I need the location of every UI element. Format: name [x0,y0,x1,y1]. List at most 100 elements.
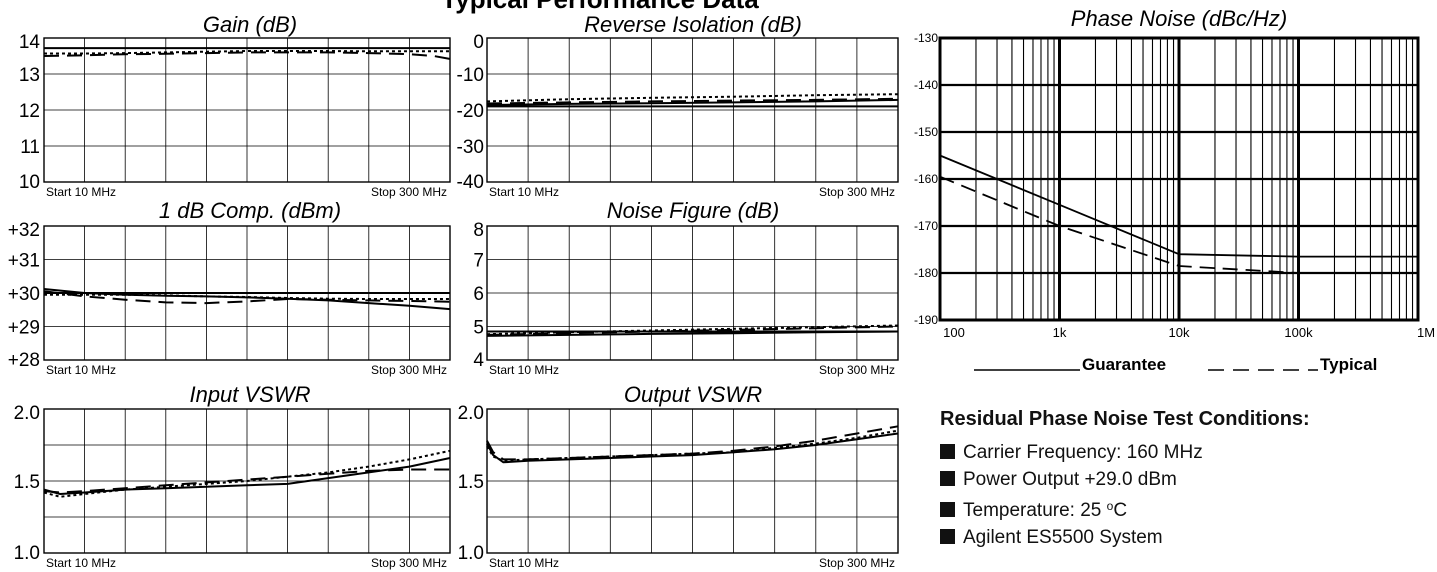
y-tick-label: -20 [457,101,484,122]
chart-title: 1 dB Comp. (dBm) [159,198,341,223]
y-tick-label: 1.5 [14,472,40,493]
chart-grid [44,409,450,553]
y-tick-label: 6 [473,284,484,305]
plot-frame [486,37,899,183]
y-tick-label: 7 [473,251,484,272]
x-stop-label: Stop 300 MHz [371,556,447,570]
y-tick-label: 8 [473,220,484,241]
y-tick-label: 2.0 [458,403,484,424]
chart-title: Gain (dB) [203,12,297,37]
y-tick-label: 4 [473,350,484,371]
y-tick-label: -40 [457,172,484,193]
x-tick-label: 1M [1417,325,1435,340]
plot-frame [486,408,899,554]
condition-item: Agilent ES5500 System [940,524,1430,551]
series-line-dotted [486,324,899,336]
series-line-solid [486,330,899,337]
chart-title: Reverse Isolation (dB) [584,12,802,37]
chart-grid [44,38,450,182]
y-tick-label: 5 [473,318,484,339]
x-stop-label: Stop 300 MHz [371,185,447,199]
series-line-solid [486,432,899,464]
x-tick-label: 100 [943,325,965,340]
x-start-label: Start 10 MHz [46,556,116,570]
chart-grid [487,38,898,182]
degree-superscript: o [1106,499,1114,513]
x-tick-label: 10k [1169,325,1190,340]
plot-frame [486,225,899,361]
square-bullet-icon [940,471,955,486]
chart-title: Output VSWR [624,382,762,407]
y-tick-label: -30 [457,137,484,158]
series-line-dashed [43,51,451,60]
chart-grid [487,226,898,360]
y-tick-label: 1.5 [458,472,484,493]
condition-item: Power Output +29.0 dBm [940,466,1430,493]
phase-noise-legend: Guarantee Typical [974,355,1377,374]
y-tick-label: -10 [457,65,484,86]
condition-text: Agilent ES5500 System [963,527,1163,548]
legend-guarantee-label: Guarantee [1082,355,1166,374]
plot-frame [43,408,451,554]
y-tick-label: 14 [19,32,41,53]
page-title: Typical Performance Data [441,0,759,14]
y-tick-label: -180 [914,266,938,280]
y-tick-label: +28 [8,350,40,371]
legend-typical-label: Typical [1320,355,1377,374]
square-bullet-icon [940,529,955,544]
y-tick-label: -140 [914,78,938,92]
y-tick-label: -130 [914,31,938,45]
y-tick-label: +31 [8,251,40,272]
chart-noise-figure: Noise Figure (dB) 4 5 6 7 8 Start 10 MHz Stop 3… [473,198,899,377]
series-line-solid [486,98,899,106]
x-stop-label: Stop 300 MHz [819,185,895,199]
chart-reverse-isolation: Reverse Isolation (dB) -40 -30 -20 -10 0 Start… [457,12,899,199]
x-tick-label: 1k [1053,325,1067,340]
y-tick-label: -170 [914,219,938,233]
chart-gain: Gain (dB) 10 11 12 13 14 Start 10 MHz Stop 300 … [19,12,451,199]
series-line-dashed [939,175,1418,274]
condition-text: Temperature: 25 [963,500,1107,521]
y-tick-label: 0 [473,32,484,53]
x-stop-label: Stop 300 MHz [819,363,895,377]
chart-grid [940,38,1418,320]
y-tick-label: +30 [8,284,40,305]
test-conditions-panel: Residual Phase Noise Test Conditions: Ca… [940,408,1430,551]
x-start-label: Start 10 MHz [46,185,116,199]
series-line-dotted [43,449,451,498]
y-tick-label: 12 [19,101,40,122]
chart-title: Input VSWR [189,382,310,407]
condition-text: Power Output +29.0 dBm [963,469,1177,490]
square-bullet-icon [940,502,955,517]
series-line-dotted [44,293,450,300]
chart-comp-1db: 1 dB Comp. (dBm) +28 +29 +30 +31 +32 Start 10 … [8,198,451,377]
x-start-label: Start 10 MHz [489,363,559,377]
y-tick-label: 1.0 [458,543,484,564]
y-tick-label: -190 [914,313,938,327]
x-tick-label: 100k [1284,325,1313,340]
x-start-label: Start 10 MHz [489,185,559,199]
series-line-solid [939,154,1418,258]
y-tick-label: -160 [914,172,938,186]
plot-frame [43,37,451,183]
chart-output-vswr: Output VSWR 1.0 1.5 2.0 Start 10 MHz Stop 300… [458,382,899,570]
series-line-dotted [486,93,899,103]
chart-title: Noise Figure (dB) [607,198,779,223]
x-stop-label: Stop 300 MHz [819,556,895,570]
chart-title: Phase Noise (dBc/Hz) [1071,6,1287,31]
y-tick-label: 10 [19,172,40,193]
y-tick-label: 2.0 [14,403,40,424]
series-line-dashed [43,468,450,494]
y-tick-label: -150 [914,125,938,139]
y-tick-label: 13 [19,65,40,86]
x-start-label: Start 10 MHz [46,363,116,377]
test-conditions-title: Residual Phase Noise Test Conditions: [940,408,1310,430]
x-stop-label: Stop 300 MHz [371,363,447,377]
condition-text: Carrier Frequency: 160 MHz [963,442,1203,463]
condition-item: Temperature: 25 oC [940,493,1430,524]
x-start-label: Start 10 MHz [489,556,559,570]
square-bullet-icon [940,444,955,459]
series-line-dotted [44,50,450,55]
y-tick-label: 11 [20,137,40,158]
